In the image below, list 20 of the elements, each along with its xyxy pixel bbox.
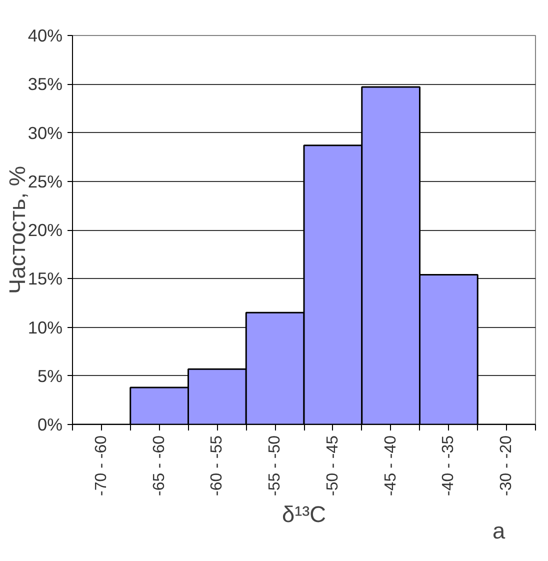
text: a bbox=[492, 518, 506, 544]
x-tick-label: -40 - -35 bbox=[440, 435, 458, 496]
y-tick-label: 20% bbox=[28, 220, 63, 240]
y-tick-label: 10% bbox=[28, 317, 63, 338]
x-tick-label: -45 - -40 bbox=[382, 435, 400, 496]
y-tick-label: 35% bbox=[28, 74, 63, 94]
y-tick-label: 15% bbox=[28, 268, 63, 289]
x-tick-label: -65 - -60 bbox=[150, 435, 168, 496]
x-tick-label: -30 - -20 bbox=[498, 435, 516, 496]
y-tick-label: 0% bbox=[37, 414, 62, 434]
y-tick-label: 40% bbox=[28, 26, 63, 46]
x-tick-label: -70 - -60 bbox=[92, 435, 110, 496]
x-tick-label: -60 - -55 bbox=[208, 435, 226, 496]
x-axis-title: δ¹³C bbox=[282, 500, 326, 527]
x-tick-label: -55 - -50 bbox=[266, 435, 284, 496]
y-tick-label: 5% bbox=[37, 366, 62, 386]
y-axis-title: Частость, % bbox=[4, 166, 30, 294]
x-tick-label: -50 - -45 bbox=[324, 435, 342, 496]
y-tick-label: 25% bbox=[28, 171, 63, 192]
y-tick-label: 30% bbox=[28, 122, 63, 143]
